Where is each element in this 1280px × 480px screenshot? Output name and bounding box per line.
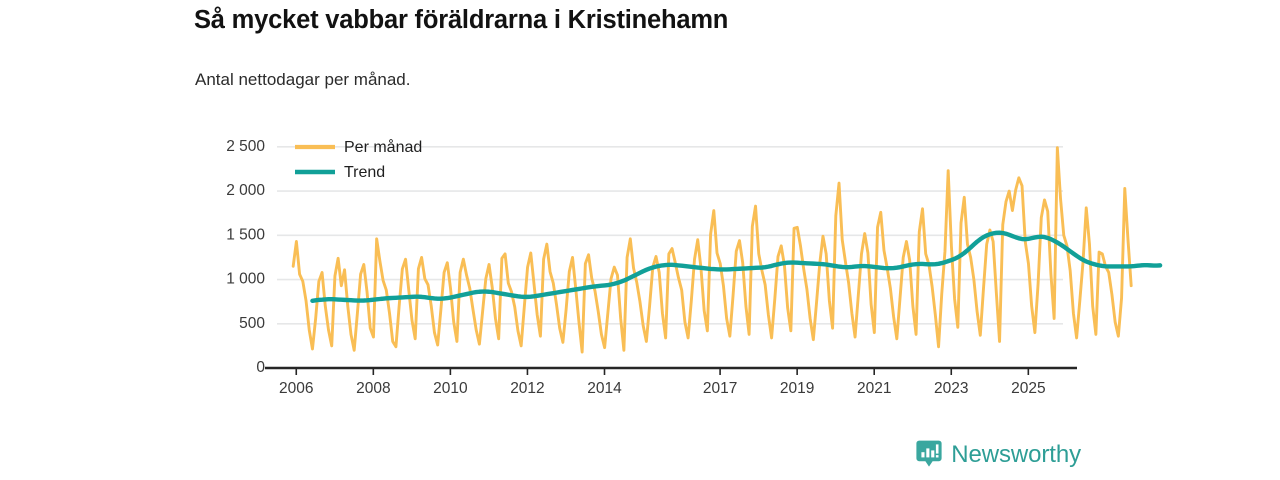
y-axis-tick-label: 500 bbox=[239, 315, 265, 332]
y-axis-tick-label: 2 000 bbox=[226, 182, 265, 199]
x-axis-tick-label: 2010 bbox=[433, 380, 468, 397]
y-axis-tick-label: 2 500 bbox=[226, 138, 265, 155]
newsworthy-bar-chart-bubble-icon bbox=[916, 440, 942, 467]
x-axis-tick-label: 2019 bbox=[780, 380, 814, 397]
x-axis-tick-label: 2021 bbox=[857, 380, 891, 397]
brand-name: Newsworthy bbox=[951, 441, 1081, 468]
series-line-per-månad bbox=[291, 146, 1133, 354]
series-group bbox=[291, 146, 1163, 354]
y-axis-tick-label: 1 500 bbox=[226, 226, 265, 243]
x-axis-tick-label: 2006 bbox=[279, 380, 313, 397]
line-chart-svg: 0 500 1 000 1 500 2 000 2 500 2006 2008 2010 2012… bbox=[226, 138, 1163, 397]
legend-label-per-månad: Per månad bbox=[344, 138, 422, 156]
chart-legend: Per månad Trend bbox=[295, 138, 422, 181]
chart-footer: Newsworthy bbox=[0, 432, 1280, 480]
legend-label-trend: Trend bbox=[344, 164, 385, 181]
y-axis-tick-label: 0 bbox=[256, 359, 265, 376]
x-axis-tick-label: 2012 bbox=[510, 380, 544, 397]
x-axis-tick-label: 2014 bbox=[587, 380, 622, 397]
series-line-trend bbox=[310, 230, 1163, 303]
x-axis-tick-label: 2017 bbox=[703, 380, 737, 397]
chart-subtitle: Antal nettodagar per månad. bbox=[195, 70, 411, 89]
chart-plot-area: 0 500 1 000 1 500 2 000 2 500 2006 2008 2010 2012… bbox=[226, 138, 1163, 397]
y-axis-tick-label: 1 000 bbox=[226, 271, 265, 288]
x-axis: 2006 2008 2010 2012 2014 2017 2019 2021 2023 2025 bbox=[265, 366, 1077, 397]
x-axis-tick-label: 2023 bbox=[934, 380, 968, 397]
gridlines: 0 500 1 000 1 500 2 000 2 500 bbox=[226, 138, 1063, 376]
page-title: Så mycket vabbar föräldrarna i Kristineh… bbox=[194, 6, 729, 34]
newsworthy-brand: Newsworthy bbox=[916, 440, 1081, 470]
x-axis-tick-label: 2025 bbox=[1011, 380, 1045, 397]
x-axis-tick-label: 2008 bbox=[356, 380, 390, 397]
